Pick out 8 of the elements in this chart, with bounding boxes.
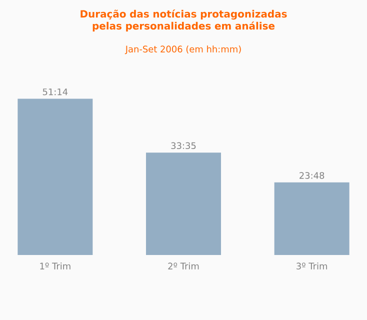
- chart-subtitle: Jan-Set 2006 (em hh:mm): [124, 46, 241, 54]
- chart-title: Duração das notícias protagonizadas pelas personalidades em análise: [80, 10, 287, 32]
- x-tick-label: 1º Trim: [40, 262, 70, 270]
- x-tick-label: 3º Trim: [296, 262, 327, 270]
- x-tick-label: 2º Trim: [168, 262, 199, 270]
- data-label: 23:48: [300, 172, 324, 179]
- data-label: 51:14: [42, 88, 68, 96]
- data-label: 33:35: [171, 142, 196, 150]
